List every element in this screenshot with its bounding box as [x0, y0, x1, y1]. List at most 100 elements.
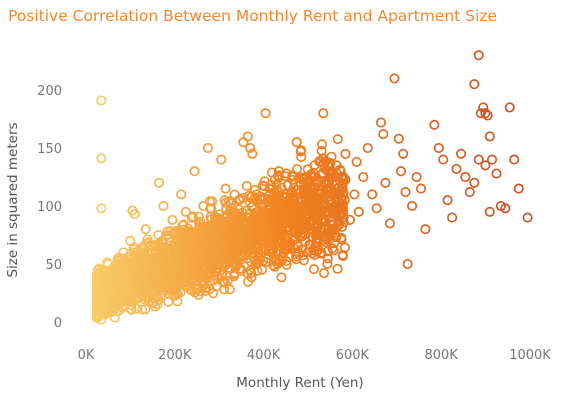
data-point: [189, 166, 200, 177]
data-point: [224, 262, 235, 273]
data-point: [222, 275, 233, 286]
data-point: [433, 142, 444, 154]
data-point: [333, 182, 344, 193]
data-point: [509, 154, 520, 165]
data-point: [429, 119, 440, 130]
data-point: [455, 148, 467, 159]
data-point: [92, 286, 103, 297]
data-point: [96, 203, 107, 214]
data-point: [181, 270, 192, 281]
data-point: [327, 243, 338, 254]
data-point: [259, 193, 270, 204]
data-point: [229, 224, 240, 235]
data-point: [96, 296, 107, 307]
data-point: [193, 268, 204, 279]
data-point: [353, 206, 364, 217]
data-point: [219, 245, 230, 256]
data-point: [225, 257, 236, 268]
data-point: [287, 206, 298, 217]
data-point: [185, 245, 196, 256]
data-point: [129, 209, 140, 220]
data-point: [344, 214, 356, 225]
data-point: [238, 220, 249, 231]
data-point: [407, 200, 418, 212]
data-point: [210, 257, 221, 268]
data-point: [484, 131, 495, 142]
data-point: [282, 180, 293, 191]
data-point: [327, 172, 338, 183]
data-point: [131, 274, 142, 285]
data-point: [317, 167, 328, 178]
y-tick-label: 100: [37, 200, 62, 215]
data-point: [500, 203, 511, 214]
data-point: [125, 235, 136, 246]
data-point: [447, 212, 458, 223]
data-point: [316, 139, 327, 150]
data-point: [107, 302, 118, 313]
data-point: [278, 247, 289, 258]
data-point: [482, 110, 493, 121]
data-point: [242, 131, 253, 142]
data-point: [211, 212, 222, 223]
y-tick-label: 200: [37, 84, 62, 99]
data-point: [292, 229, 303, 240]
data-point: [122, 261, 134, 272]
data-point: [219, 223, 230, 234]
data-point: [148, 293, 159, 304]
x-axis-label: Monthly Rent (Yen): [236, 375, 363, 391]
data-point: [218, 240, 229, 251]
data-point: [272, 259, 283, 270]
data-point: [169, 285, 180, 296]
data-point: [294, 201, 305, 212]
data-point: [367, 189, 378, 200]
data-point: [380, 177, 391, 188]
data-point: [269, 200, 280, 212]
data-point: [259, 181, 270, 192]
data-point: [169, 241, 180, 252]
data-point: [149, 264, 160, 275]
data-point: [327, 177, 338, 188]
data-point: [211, 262, 222, 273]
data-point: [242, 268, 253, 279]
data-point: [260, 108, 271, 119]
data-point: [491, 168, 502, 179]
data-point: [283, 241, 294, 252]
data-point: [315, 227, 326, 238]
data-point: [319, 178, 330, 189]
data-point: [336, 171, 347, 182]
data-points: [96, 50, 533, 307]
data-point: [316, 248, 327, 259]
data-point: [211, 251, 222, 262]
data-point: [384, 218, 395, 229]
data-point: [330, 201, 341, 212]
data-point: [312, 211, 323, 222]
data-point: [296, 152, 307, 163]
data-point: [177, 228, 188, 239]
data-point: [316, 145, 327, 156]
data-point: [140, 224, 151, 235]
data-point: [362, 142, 373, 154]
data-point: [205, 232, 216, 243]
data-point: [102, 258, 114, 270]
data-point: [264, 215, 275, 226]
data-point: [176, 275, 187, 286]
data-point: [296, 145, 307, 156]
data-point: [193, 289, 204, 300]
data-point: [229, 269, 240, 280]
x-tick-label: 0K: [78, 348, 95, 363]
data-point: [245, 265, 256, 276]
data-point: [438, 154, 449, 165]
data-point: [336, 200, 347, 212]
data-point: [169, 260, 180, 271]
data-point: [226, 203, 237, 214]
data-point: [504, 102, 515, 113]
data-point: [143, 290, 154, 301]
data-point: [319, 237, 330, 248]
data-point: [328, 245, 339, 256]
data-point: [291, 137, 302, 148]
x-tick-label: 200K: [158, 348, 192, 363]
data-point: [120, 284, 131, 295]
data-point: [271, 185, 282, 196]
data-point: [300, 176, 311, 187]
